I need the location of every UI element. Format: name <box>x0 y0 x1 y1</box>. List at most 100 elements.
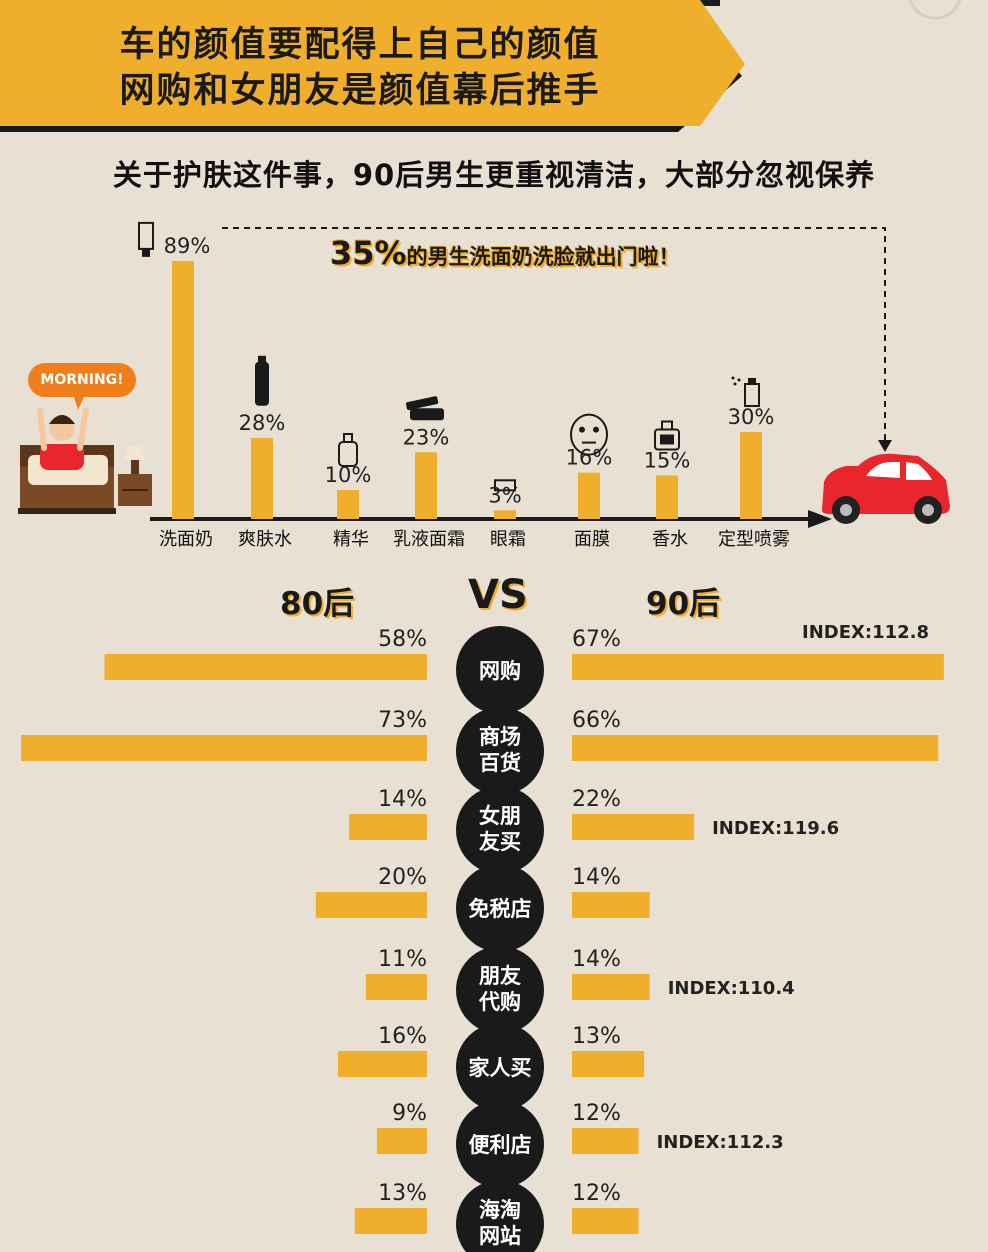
title-banner <box>0 0 962 132</box>
x-axis-arrow <box>808 510 832 528</box>
category-label: 乳液面霜 <box>393 529 465 550</box>
skincare-chart: 89%洗面奶28%爽肤水10%精华23%乳液面霜3%眼霜16%面膜15%香水30… <box>138 221 892 550</box>
category-bubble <box>456 864 544 952</box>
bar-value-label-90s: 14% <box>572 865 621 890</box>
dashed-guide-line <box>222 227 886 440</box>
serum-cap <box>343 433 353 443</box>
bar-90s <box>572 1208 639 1234</box>
bar-value-label: 23% <box>403 425 450 449</box>
category-bubble <box>456 1180 544 1252</box>
category-bubble <box>456 1100 544 1188</box>
index-note: INDEX:110.4 <box>668 978 795 999</box>
spray-icon <box>731 376 760 407</box>
category-label: 免税店 <box>469 897 532 921</box>
subtitle: 关于护肤这件事，90后男生更重视清洁，大部分忽视保养 <box>112 158 876 192</box>
category-bubble <box>456 1023 544 1111</box>
index-note: INDEX:119.6 <box>712 818 839 839</box>
bar-2 <box>337 490 359 519</box>
bar-value-label: 28% <box>239 411 286 435</box>
tube-body <box>138 221 154 250</box>
bar-value-label-90s: 14% <box>572 947 621 972</box>
banner-ribbon <box>0 0 745 126</box>
banner-title-line1: 车的颜值要配得上自己的颜值 <box>119 25 601 65</box>
bar-value-label: 16% <box>566 446 613 470</box>
category-bubble <box>456 786 544 874</box>
category-label: 百货 <box>479 751 521 775</box>
cream-jar-icon <box>405 396 444 421</box>
bottle-cap <box>258 355 266 363</box>
bar-80s <box>338 1051 427 1077</box>
person-arm-left <box>37 407 47 451</box>
category-label: 商场 <box>479 725 521 749</box>
category-label: 网购 <box>479 659 521 683</box>
bar-90s <box>572 814 695 840</box>
bar-value-label-80s: 9% <box>392 1101 427 1126</box>
spray-dot <box>733 382 737 386</box>
category-label: 网站 <box>479 1224 521 1248</box>
category-label: 精华 <box>333 529 369 550</box>
lamp-stand <box>131 460 139 474</box>
bar-value-label-80s: 16% <box>378 1024 427 1049</box>
perfume-cap <box>661 420 673 431</box>
category-bubble <box>456 626 544 714</box>
bar-80s <box>349 814 427 840</box>
eye-cream-box <box>494 479 516 492</box>
bar-value-label-90s: 22% <box>572 787 621 812</box>
callout-text: 的男生洗面奶洗脸就出门啦！ <box>406 245 680 269</box>
category-label: 爽肤水 <box>238 529 292 550</box>
category-bubble <box>456 946 544 1034</box>
category-label: 代购 <box>478 990 521 1014</box>
bottle-body <box>255 361 269 406</box>
category-bubble <box>456 707 544 795</box>
bar-0 <box>172 260 194 519</box>
bar-value-label-80s: 11% <box>378 947 427 972</box>
perfume-icon <box>654 420 680 451</box>
category-label: 朋友 <box>479 964 521 988</box>
bedroom-illustration <box>18 397 152 514</box>
bar-90s <box>572 654 944 680</box>
category-label: 海淘 <box>479 1198 521 1222</box>
tube-cap <box>142 248 150 257</box>
bar-5 <box>578 472 600 519</box>
bar-90s <box>572 1128 639 1154</box>
bar-value-label: 30% <box>728 405 775 429</box>
dashed-guide-arrow <box>878 440 892 452</box>
perfume-label <box>660 434 674 445</box>
bar-value-label: 89% <box>164 234 211 258</box>
bar-80s <box>21 735 428 761</box>
category-label: 便利店 <box>469 1133 532 1157</box>
bar-90s <box>572 1051 645 1077</box>
person-hair <box>49 415 75 424</box>
bar-value-label-80s: 14% <box>378 787 427 812</box>
bar-value-label-90s: 67% <box>572 627 621 652</box>
bar-value-label-80s: 58% <box>378 627 427 652</box>
car-window-front <box>866 462 900 478</box>
bar-80s <box>104 654 428 680</box>
bar-6 <box>656 475 678 519</box>
category-label: 家人买 <box>469 1056 532 1080</box>
bar-90s <box>572 892 650 918</box>
face-mask-icon <box>570 413 608 456</box>
spray-nozzle <box>748 378 756 384</box>
header-80s: 80后 <box>280 586 355 622</box>
eye-cream-icon <box>494 479 516 492</box>
tube-icon <box>138 221 154 257</box>
person-arm-right <box>77 407 89 451</box>
bar-90s <box>572 735 939 761</box>
spray-dot <box>737 378 741 382</box>
category-label: 眼霜 <box>490 529 526 550</box>
bar-value-label-80s: 20% <box>378 865 427 890</box>
mask-outline <box>570 413 608 456</box>
callout-percent: 35% <box>330 234 407 272</box>
bar-90s <box>572 974 650 1000</box>
bar-7 <box>740 432 762 519</box>
corner-logo <box>908 0 962 20</box>
lamp-shade <box>124 446 146 460</box>
bar-value-label-90s: 12% <box>572 1101 621 1126</box>
category-label: 女朋 <box>479 804 521 828</box>
bar-value-label-80s: 73% <box>378 708 427 733</box>
morning-bubble: MORNING! <box>28 363 136 397</box>
bar-80s <box>376 1128 427 1154</box>
